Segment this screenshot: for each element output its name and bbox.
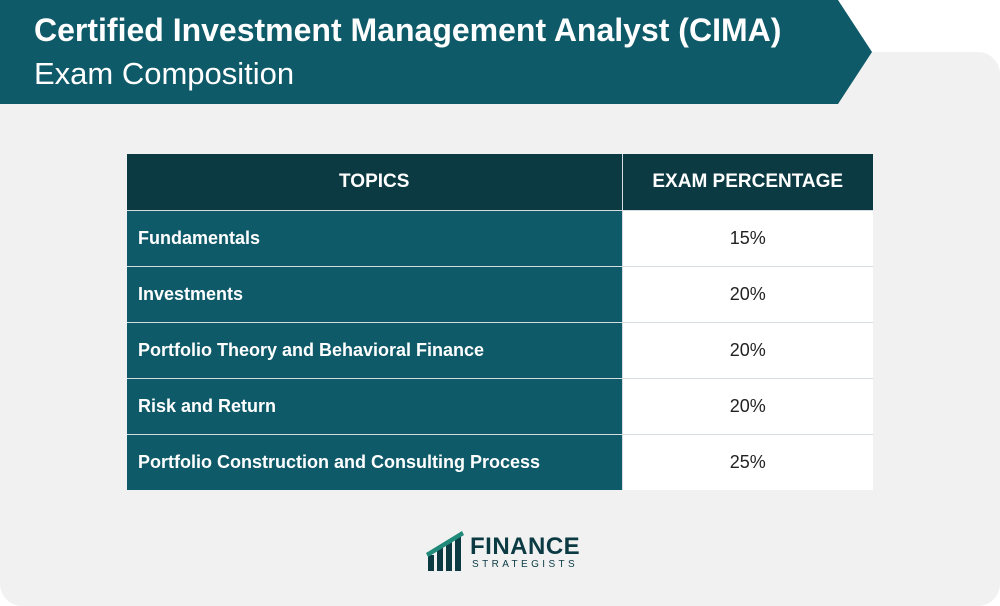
percentage-cell: 25%	[622, 433, 873, 490]
table-row: Fundamentals 15%	[127, 209, 873, 266]
topic-cell: Portfolio Construction and Consulting Pr…	[127, 433, 623, 490]
title-banner: Certified Investment Management Analyst …	[0, 0, 872, 104]
table-row: Portfolio Construction and Consulting Pr…	[127, 433, 873, 490]
page-subtitle: Exam Composition	[34, 56, 295, 91]
percentage-cell: 15%	[622, 209, 873, 266]
page-title: Certified Investment Management Analyst …	[34, 12, 782, 48]
table-header-row: TOPICS EXAM PERCENTAGE	[127, 154, 873, 210]
percentage-cell: 20%	[622, 265, 873, 322]
finance-strategists-logo: FINANCE STRATEGISTS	[426, 531, 586, 573]
logo-subtitle: STRATEGISTS	[472, 559, 579, 570]
finance-strategists-logo-icon	[426, 531, 464, 571]
logo-name: FINANCE	[470, 533, 581, 560]
topic-cell: Portfolio Theory and Behavioral Finance	[127, 321, 623, 378]
exam-composition-table: TOPICS EXAM PERCENTAGE Fundamentals 15% …	[127, 154, 873, 490]
column-header-topics: TOPICS	[127, 154, 623, 210]
table-row: Investments 20%	[127, 265, 873, 322]
percentage-cell: 20%	[622, 321, 873, 378]
percentage-cell: 20%	[622, 377, 873, 434]
column-header-exam-percentage: EXAM PERCENTAGE	[622, 154, 873, 210]
topic-cell: Investments	[127, 265, 623, 322]
topic-cell: Risk and Return	[127, 377, 623, 434]
table-row: Portfolio Theory and Behavioral Finance …	[127, 321, 873, 378]
topic-cell: Fundamentals	[127, 209, 623, 266]
table-row: Risk and Return 20%	[127, 377, 873, 434]
